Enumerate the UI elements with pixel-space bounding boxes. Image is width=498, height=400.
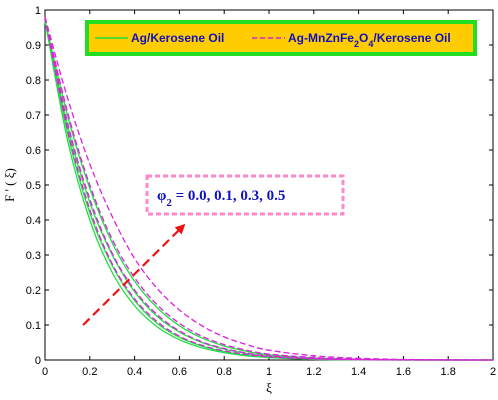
x-tick-label: 0.2 — [82, 366, 97, 378]
y-tick-label: 0.2 — [26, 285, 41, 297]
y-tick-label: 0.7 — [26, 110, 41, 122]
series-line-7-dashed — [44, 16, 494, 361]
legend: Ag/Kerosene Oil Ag-MnZnFe2O4/Kerosene Oil — [85, 20, 477, 56]
annotation-arrow — [82, 223, 186, 326]
x-tick-label: 0.6 — [172, 366, 187, 378]
y-tick-label: 0.4 — [26, 215, 41, 227]
legend-label-ag-kerosene: Ag/Kerosene Oil — [131, 31, 224, 45]
y-tick-label: 1 — [35, 5, 41, 17]
y-tick-label: 0.5 — [26, 180, 41, 192]
y-tick-label: 0.6 — [26, 145, 41, 157]
x-tick-label: 1 — [266, 366, 272, 378]
x-tick-label: 1.8 — [441, 366, 456, 378]
annotation-box — [145, 174, 345, 216]
y-tick-label: 0.3 — [26, 250, 41, 262]
y-tick-label: 0.1 — [26, 320, 41, 332]
x-tick-label: 2 — [490, 366, 496, 378]
series-group — [44, 16, 494, 361]
y-tick-label: 0 — [35, 355, 41, 367]
y-tick-label: 0.8 — [26, 75, 41, 87]
x-axis-label: ξ — [266, 380, 272, 395]
annotation: φ2 = 0.0, 0.1, 0.3, 0.5 — [82, 174, 345, 326]
x-tick-label: 1.6 — [396, 366, 411, 378]
x-tick-label: 0 — [42, 366, 48, 378]
x-tick-label: 1.4 — [351, 366, 366, 378]
series-line-8-dashed — [44, 16, 494, 361]
x-tick-label: 0.8 — [217, 366, 232, 378]
y-axis-label: F ' ( ξ) — [2, 168, 17, 202]
annotation-label: φ2 = 0.0, 0.1, 0.3, 0.5 — [157, 188, 285, 209]
y-tick-label: 0.9 — [26, 40, 41, 52]
x-tick-label: 0.4 — [127, 366, 142, 378]
axes: 0 0.2 0.4 0.6 0.8 1 1.2 1.4 1.6 1.8 2 0 0.1 0.2 0.3 0.4… — [2, 5, 496, 395]
x-tick-label: 1.2 — [306, 366, 321, 378]
legend-label-ag-mnznfe2o4-kerosene: Ag-MnZnFe2O4/Kerosene Oil — [288, 31, 451, 49]
